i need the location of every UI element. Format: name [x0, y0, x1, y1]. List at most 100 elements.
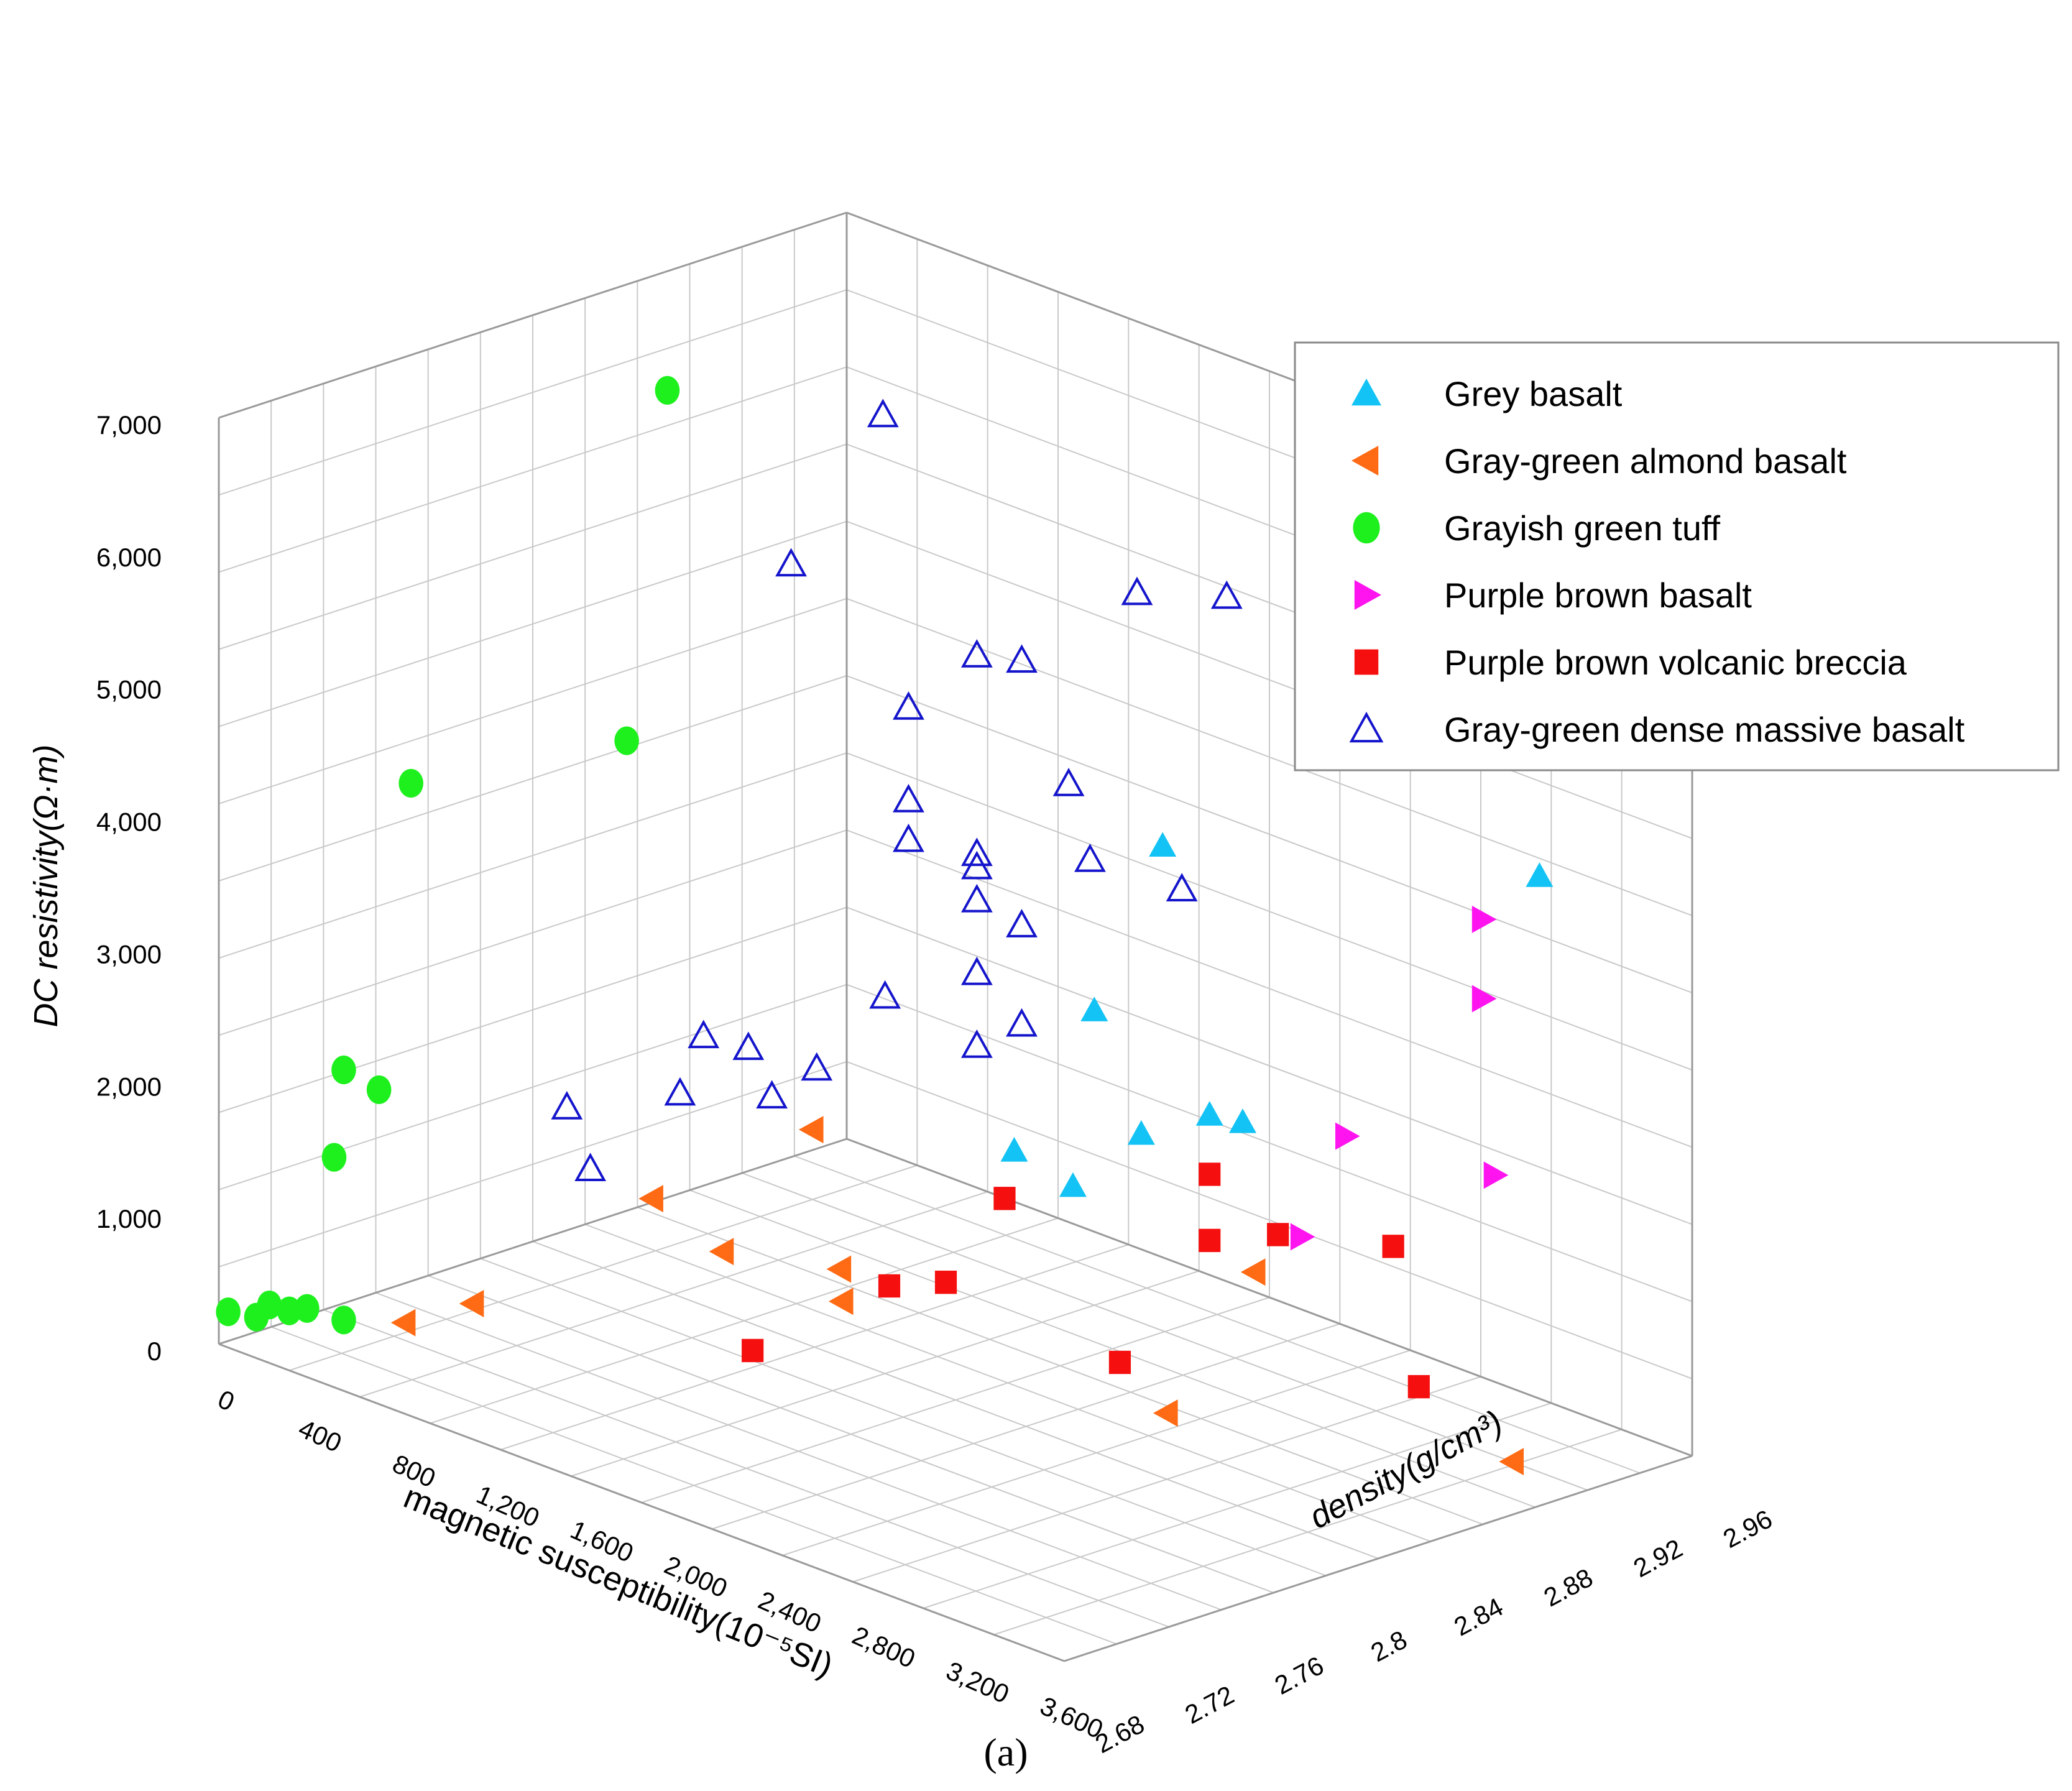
data-point	[1006, 644, 1038, 673]
data-point	[960, 883, 993, 913]
data-point	[709, 1238, 734, 1266]
data-point	[1290, 1223, 1315, 1251]
data-point	[1153, 1399, 1178, 1427]
figure-caption: (a)	[983, 1730, 1028, 1774]
data-point	[960, 837, 993, 867]
axis-box-edge	[1064, 1455, 1693, 1662]
data-point	[1052, 768, 1085, 796]
legend-label: Gray-green dense massive basalt	[1444, 710, 1965, 749]
legend-marker	[1354, 580, 1381, 610]
data-point	[1240, 1258, 1266, 1286]
series-4	[742, 1163, 1430, 1399]
z-tick-label: 2,000	[96, 1072, 162, 1101]
z-tick-label: 4,000	[96, 808, 162, 837]
data-point	[614, 726, 639, 755]
data-point	[1407, 1374, 1430, 1399]
data-point	[828, 1287, 854, 1315]
data-point	[295, 1294, 320, 1323]
series-3	[1290, 905, 1509, 1251]
x-tick-label: 0	[214, 1384, 239, 1417]
legend-label: Grayish green tuff	[1444, 509, 1721, 548]
data-point	[878, 1274, 901, 1298]
data-point	[798, 1116, 824, 1144]
data-point	[638, 1185, 663, 1213]
data-point	[893, 691, 924, 720]
data-point	[664, 1077, 696, 1106]
data-point	[1149, 832, 1177, 857]
data-point	[1121, 576, 1153, 605]
legend-box	[1294, 341, 2060, 771]
y-tick-label: 2.96	[1718, 1504, 1777, 1554]
data-point	[960, 1029, 993, 1058]
data-point	[1006, 1008, 1038, 1037]
y-tick-label: 2.72	[1180, 1680, 1238, 1729]
data-point	[331, 1305, 356, 1335]
z-tick-label: 5,000	[96, 675, 162, 704]
data-point	[1483, 1161, 1509, 1189]
grid-line	[218, 289, 847, 496]
data-point	[1199, 1228, 1221, 1253]
data-point	[801, 1052, 833, 1081]
data-point	[1059, 1172, 1087, 1197]
data-point	[257, 1291, 282, 1320]
data-point	[1195, 1101, 1223, 1126]
legend-marker	[1351, 446, 1379, 476]
data-point	[1471, 985, 1497, 1013]
data-point	[1000, 1137, 1028, 1162]
data-point	[688, 1020, 720, 1049]
y-tick-label: 2.84	[1449, 1592, 1508, 1642]
legend-marker	[1351, 379, 1381, 406]
series-5	[551, 398, 1243, 1182]
grid-line	[712, 1323, 1340, 1530]
z-tick-label: 3,000	[96, 939, 162, 969]
x-tick-label: 2,800	[848, 1621, 919, 1674]
axis-box-edge	[846, 1138, 1693, 1457]
data-point	[756, 1080, 788, 1109]
data-point	[366, 1075, 392, 1105]
data-point	[867, 398, 899, 428]
data-point	[1267, 1223, 1289, 1246]
legend-marker	[1353, 512, 1380, 544]
data-point	[1228, 1108, 1256, 1133]
data-point	[775, 548, 807, 577]
z-tick-label: 0	[147, 1337, 162, 1366]
x-tick-label: 3,200	[942, 1655, 1013, 1709]
z-tick-label: 1,000	[96, 1204, 162, 1233]
data-point	[960, 956, 993, 985]
z-tick-label: 6,000	[96, 543, 162, 572]
y-tick-label: 2.76	[1270, 1651, 1328, 1700]
data-point	[1166, 873, 1198, 902]
data-point	[1335, 1122, 1360, 1150]
y-axis-title: density(g/cm³)	[1303, 1403, 1508, 1536]
legend-marker	[1354, 649, 1379, 675]
axis-box-edge	[218, 1343, 1065, 1662]
data-point	[893, 783, 924, 813]
grid-line	[794, 1155, 1641, 1474]
data-point	[1526, 862, 1554, 887]
legend-label: Purple brown basalt	[1444, 576, 1752, 615]
data-point	[1074, 843, 1106, 872]
legend-label: Purple brown volcanic breccia	[1444, 643, 1907, 682]
y-tick-label: 2.88	[1539, 1563, 1597, 1613]
legend-label: Grey basalt	[1444, 374, 1623, 413]
data-point	[742, 1338, 764, 1363]
data-point	[893, 823, 924, 852]
legend-marker	[1349, 711, 1384, 743]
data-point	[655, 375, 680, 405]
y-tick-label: 2.92	[1629, 1533, 1687, 1583]
z-tick-label: 7,000	[96, 410, 162, 440]
data-point	[960, 639, 993, 668]
data-point	[1006, 909, 1038, 937]
data-point	[960, 850, 993, 880]
data-point	[390, 1309, 416, 1337]
data-point	[1471, 905, 1497, 933]
data-point	[993, 1187, 1016, 1210]
series-1	[390, 1116, 1524, 1476]
data-point	[216, 1297, 241, 1327]
data-point	[459, 1289, 484, 1317]
legend-label: Gray-green almond basalt	[1444, 441, 1847, 481]
data-point	[1199, 1163, 1221, 1186]
data-point	[1210, 580, 1243, 609]
legend: Grey basalt Gray-green almond basalt Grayi…	[1294, 341, 2060, 771]
